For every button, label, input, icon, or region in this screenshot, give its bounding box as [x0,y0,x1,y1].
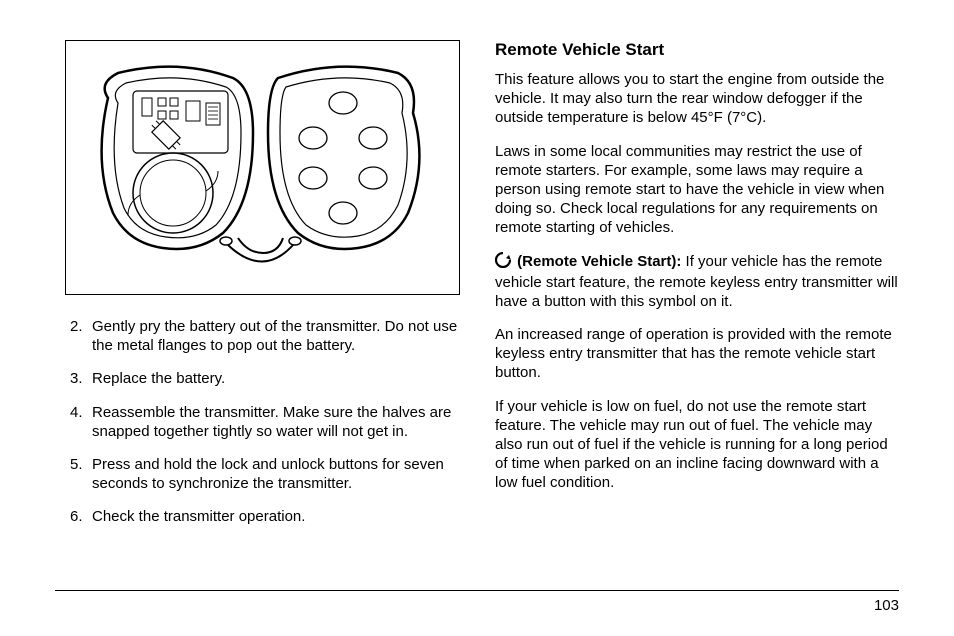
transmitter-diagram [78,53,448,283]
paragraph-3: (Remote Vehicle Start): If your vehicle … [495,252,899,312]
page-footer: 103 [55,590,899,614]
page-number: 103 [874,597,899,614]
figure-frame [65,40,460,295]
step-5: 5.Press and hold the lock and unlock but… [70,455,460,493]
step-number: 3. [70,369,92,388]
step-number: 5. [70,455,92,493]
step-4: 4.Reassemble the transmitter. Make sure … [70,403,460,441]
step-3: 3.Replace the battery. [70,369,460,388]
steps-list: 2.Gently pry the battery out of the tran… [55,317,460,527]
right-column: Remote Vehicle Start This feature allows… [495,40,899,590]
step-number: 4. [70,403,92,441]
section-heading: Remote Vehicle Start [495,40,899,60]
step-number: 2. [70,317,92,355]
paragraph-2: Laws in some local communities may restr… [495,142,899,238]
remote-start-icon [495,252,511,273]
step-text: Reassemble the transmitter. Make sure th… [92,403,460,441]
step-number: 6. [70,507,92,526]
step-text: Check the transmitter operation. [92,507,460,526]
step-2: 2.Gently pry the battery out of the tran… [70,317,460,355]
step-text: Gently pry the battery out of the transm… [92,317,460,355]
left-column: 2.Gently pry the battery out of the tran… [55,40,460,590]
step-text: Press and hold the lock and unlock butto… [92,455,460,493]
step-6: 6.Check the transmitter operation. [70,507,460,526]
step-text: Replace the battery. [92,369,460,388]
paragraph-1: This feature allows you to start the eng… [495,70,899,128]
paragraph-5: If your vehicle is low on fuel, do not u… [495,397,899,493]
rvs-label: (Remote Vehicle Start): [517,253,681,270]
paragraph-4: An increased range of operation is provi… [495,325,899,383]
